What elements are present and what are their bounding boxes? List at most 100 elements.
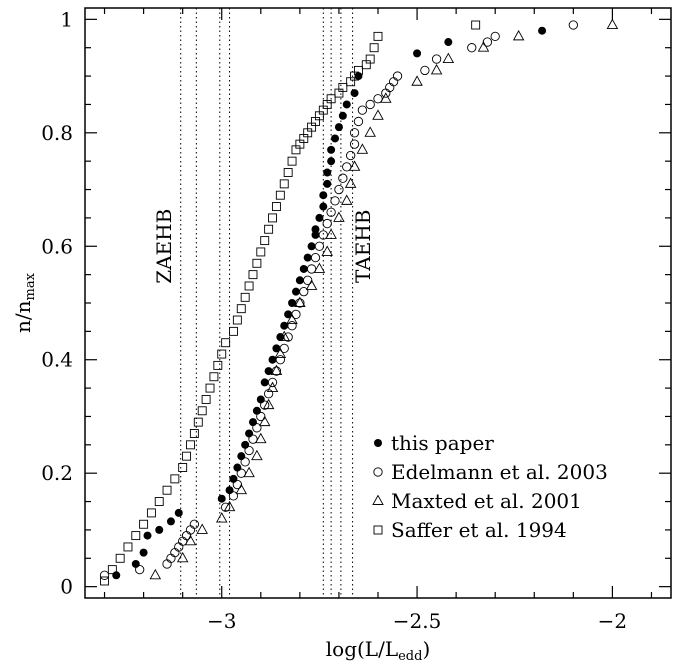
point	[338, 173, 348, 183]
point	[350, 89, 359, 98]
series-3	[100, 20, 481, 586]
point	[252, 406, 261, 415]
point	[260, 378, 269, 387]
point	[229, 474, 238, 483]
point	[236, 304, 246, 314]
point	[149, 568, 162, 580]
point	[482, 37, 493, 47]
point	[264, 224, 274, 234]
point	[248, 270, 258, 280]
point	[280, 321, 289, 330]
point	[240, 457, 250, 467]
point	[99, 570, 110, 580]
point	[240, 292, 250, 302]
x-tick-label: −2.5	[393, 609, 442, 633]
point	[392, 71, 403, 81]
point	[364, 126, 376, 137]
point	[268, 213, 277, 223]
point	[193, 417, 203, 427]
point	[220, 502, 231, 512]
point	[155, 525, 164, 534]
point	[162, 559, 172, 569]
point	[310, 252, 321, 263]
point	[279, 343, 289, 354]
point	[291, 309, 301, 319]
point	[305, 279, 318, 290]
point	[568, 20, 578, 30]
point	[287, 156, 297, 166]
x-axis-label-main: log(L/L	[326, 637, 398, 661]
x-tick-label: −2	[598, 609, 627, 633]
x-tick-label: −3	[207, 609, 236, 633]
axis-tick-labels: −3 −2.5 −2 0 0.2 0.4 0.6 0.8 1	[41, 7, 627, 633]
point	[267, 377, 278, 388]
y-tick-label: 0.6	[41, 234, 73, 258]
axis-ticks	[85, 8, 671, 598]
point	[388, 77, 399, 87]
point	[264, 367, 273, 376]
point	[327, 157, 336, 166]
y-axis-label-sub: max	[23, 272, 38, 300]
point	[327, 145, 336, 154]
point	[196, 523, 208, 534]
point	[241, 440, 250, 449]
point	[314, 241, 325, 251]
point	[354, 65, 363, 75]
point	[284, 310, 293, 319]
point	[373, 31, 383, 41]
point	[166, 553, 176, 563]
point	[471, 20, 481, 30]
point	[322, 218, 332, 229]
point	[319, 191, 328, 200]
point	[323, 168, 332, 177]
point	[373, 94, 383, 104]
point	[248, 418, 257, 427]
y-tick-label: 0	[60, 575, 73, 599]
point	[217, 349, 227, 359]
point	[189, 429, 199, 438]
point	[237, 452, 246, 461]
point	[442, 52, 455, 64]
point	[245, 429, 254, 438]
point	[307, 242, 316, 251]
legend-label: Edelmann et al. 2003	[391, 460, 608, 484]
point	[131, 531, 141, 541]
point	[131, 559, 140, 568]
point	[372, 109, 384, 120]
point	[170, 547, 180, 558]
legend-label: Maxted et al. 2001	[391, 489, 582, 513]
point	[258, 415, 271, 427]
point	[477, 41, 490, 52]
point	[349, 139, 360, 149]
legend-marker	[372, 494, 384, 505]
point	[174, 542, 184, 552]
point	[225, 486, 234, 495]
legend-marker	[374, 439, 382, 447]
point	[295, 298, 305, 308]
point	[256, 395, 265, 404]
point	[288, 299, 297, 307]
point	[146, 508, 156, 518]
point	[232, 479, 243, 490]
point	[275, 355, 285, 365]
point	[100, 576, 109, 586]
point	[413, 49, 422, 58]
annotations: ZAEHB TAEHB	[152, 209, 375, 284]
point	[338, 82, 348, 92]
point	[356, 143, 369, 154]
point	[346, 150, 356, 161]
annotation-0: ZAEHB	[152, 209, 176, 284]
point	[286, 313, 298, 324]
point	[380, 92, 392, 103]
point	[365, 54, 375, 64]
point	[266, 381, 279, 393]
point	[252, 423, 262, 433]
point	[244, 281, 254, 291]
plot-frame	[84, 7, 672, 599]
point	[223, 500, 236, 512]
point	[294, 296, 306, 307]
point	[331, 134, 340, 143]
point	[303, 253, 312, 262]
point	[349, 128, 360, 138]
point	[306, 264, 317, 274]
